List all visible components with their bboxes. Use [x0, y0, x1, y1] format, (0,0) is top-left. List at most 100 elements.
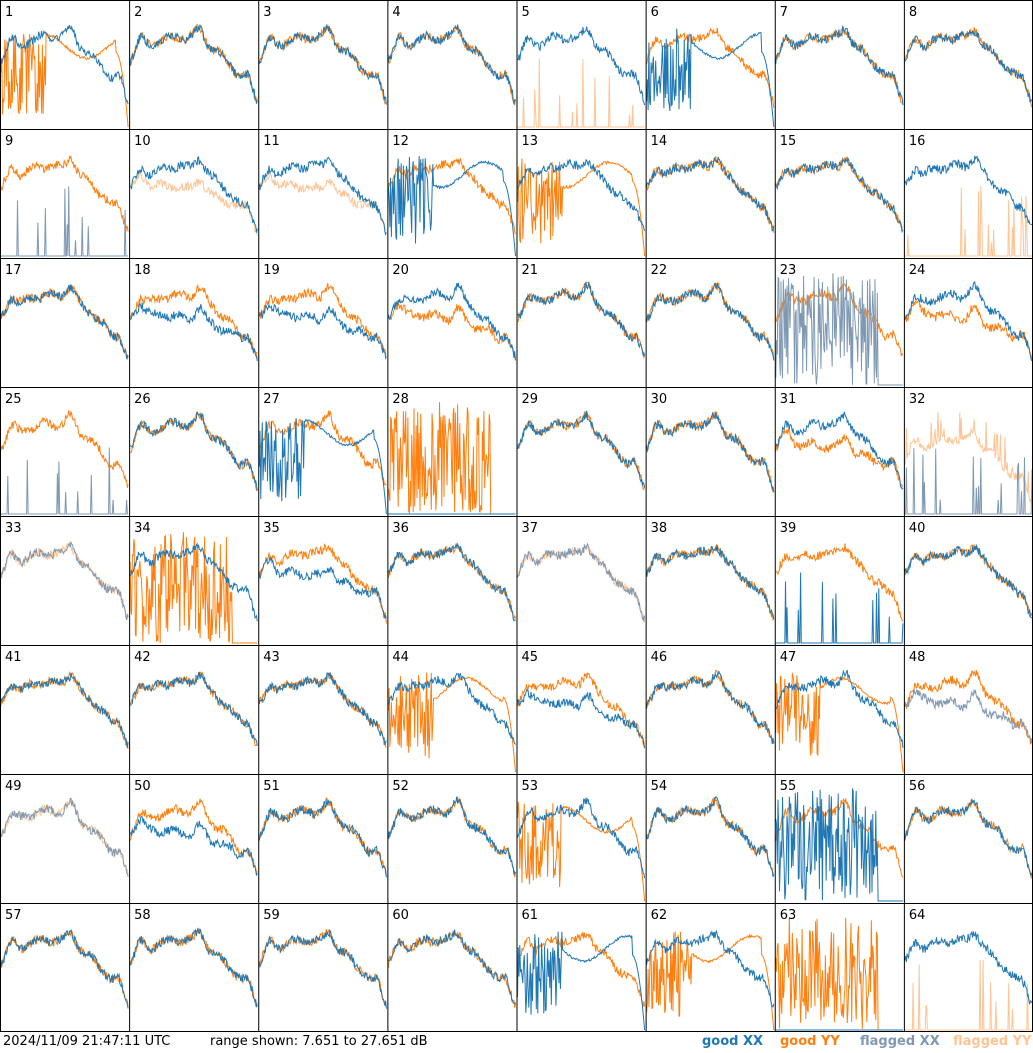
panel-13-label: 13 [522, 134, 539, 149]
panel-43-xx-line [258, 672, 387, 746]
panel-15: 15 [775, 134, 904, 234]
panel-46-label: 46 [651, 650, 668, 665]
panel-59-xx-line [258, 929, 387, 1009]
panel-1-xx-line [0, 24, 129, 105]
panel-37-xx-line [517, 542, 646, 622]
panel-60: 60 [387, 908, 516, 1009]
panel-14: 14 [646, 134, 775, 233]
panel-4-label: 4 [392, 5, 400, 20]
panel-45: 45 [517, 650, 646, 749]
panel-16-yy-line [904, 186, 1032, 257]
panel-25-label: 25 [5, 392, 22, 407]
panel-62: 62 [646, 908, 775, 1031]
panel-2-yy-line [129, 23, 258, 102]
panel-9-label: 9 [5, 134, 13, 149]
panel-57-xx-line [0, 929, 129, 1009]
panel-23-label: 23 [780, 263, 797, 278]
panel-17: 17 [0, 263, 129, 360]
panel-49-label: 49 [5, 779, 22, 794]
panel-23-xx-line [775, 273, 903, 386]
panel-38: 38 [646, 521, 775, 622]
panel-55-label: 55 [780, 779, 797, 794]
panel-53: 53 [517, 779, 646, 902]
panel-27-label: 27 [263, 392, 280, 407]
panel-3-label: 3 [263, 5, 271, 20]
panel-56-label: 56 [909, 779, 926, 794]
panel-54: 54 [646, 779, 775, 878]
panel-8: 8 [904, 5, 1033, 108]
panel-15-label: 15 [780, 134, 797, 149]
panel-11-yy-line [258, 172, 387, 231]
panel-25-xx-line [1, 447, 129, 515]
panel-5-yy-line [517, 58, 645, 128]
panel-54-xx-line [646, 796, 775, 878]
panel-39: 39 [775, 521, 904, 644]
panel-30-label: 30 [651, 392, 668, 407]
panel-32-label: 32 [909, 392, 926, 407]
panel-45-label: 45 [522, 650, 539, 665]
panel-48: 48 [904, 650, 1033, 745]
panel-11-xx-line [258, 156, 387, 236]
panel-18-yy-line [129, 284, 258, 360]
panel-39-xx-line [775, 572, 904, 644]
panel-50-label: 50 [134, 779, 151, 794]
panel-24-yy-line [904, 299, 1033, 360]
panel-7: 7 [775, 5, 904, 106]
panel-64-label: 64 [909, 908, 926, 923]
panel-39-label: 39 [780, 521, 797, 536]
panel-1-label: 1 [5, 5, 13, 20]
panel-8-label: 8 [909, 5, 917, 20]
panel-59: 59 [258, 908, 387, 1009]
panel-40: 40 [904, 521, 1033, 619]
timestamp: 2024/11/09 21:47:11 UTC [3, 1034, 171, 1049]
panel-19-yy-line [258, 283, 387, 356]
panel-4: 4 [387, 5, 516, 106]
panel-24-label: 24 [909, 263, 926, 278]
legend-flagged-xx: flagged XX [860, 1034, 940, 1049]
panel-19: 19 [258, 263, 387, 360]
panel-51: 51 [258, 779, 387, 878]
panel-28-yy-line [387, 402, 516, 515]
panel-52-xx-line [387, 796, 516, 875]
panel-22: 22 [646, 263, 775, 361]
panel-33-xx-line [0, 540, 129, 620]
panel-42-xx-line [129, 671, 258, 746]
panel-23-yy-line [775, 283, 904, 357]
legend-good-yy: good YY [780, 1034, 840, 1049]
panel-6-yy-line [646, 27, 775, 108]
panel-56-yy-line [904, 799, 1033, 879]
panel-31-label: 31 [780, 392, 797, 407]
panel-44: 44 [387, 650, 516, 773]
panel-41: 41 [0, 650, 129, 749]
panel-2: 2 [129, 5, 258, 104]
panel-16: 16 [904, 134, 1033, 257]
panel-2-label: 2 [134, 5, 142, 20]
panel-6-label: 6 [651, 5, 659, 20]
panel-29-yy-line [517, 411, 646, 490]
panel-26-label: 26 [134, 392, 151, 407]
panel-60-xx-line [388, 929, 516, 1005]
panel-27-yy-line [258, 409, 387, 486]
panel-42-label: 42 [134, 650, 151, 665]
panel-4-xx-line [387, 24, 516, 106]
panel-61-label: 61 [522, 908, 539, 923]
panel-12-label: 12 [392, 134, 409, 149]
panel-35: 35 [258, 521, 387, 624]
panel-47: 47 [775, 650, 904, 773]
panel-22-xx-line [646, 282, 775, 361]
panel-53-xx-line [517, 797, 646, 879]
panel-6-xx-line [646, 28, 775, 128]
panel-53-label: 53 [522, 779, 539, 794]
panel-29-xx-line [517, 410, 646, 488]
panel-11: 11 [258, 134, 387, 236]
panel-28: 28 [387, 392, 516, 515]
panel-22-label: 22 [651, 263, 668, 278]
panel-8-yy-line [904, 27, 1033, 108]
panel-21-label: 21 [522, 263, 539, 278]
panel-23: 23 [775, 263, 904, 386]
panel-16-label: 16 [909, 134, 926, 149]
panel-41-xx-line [0, 672, 129, 749]
panel-62-label: 62 [651, 908, 668, 923]
panel-17-label: 17 [5, 263, 22, 278]
